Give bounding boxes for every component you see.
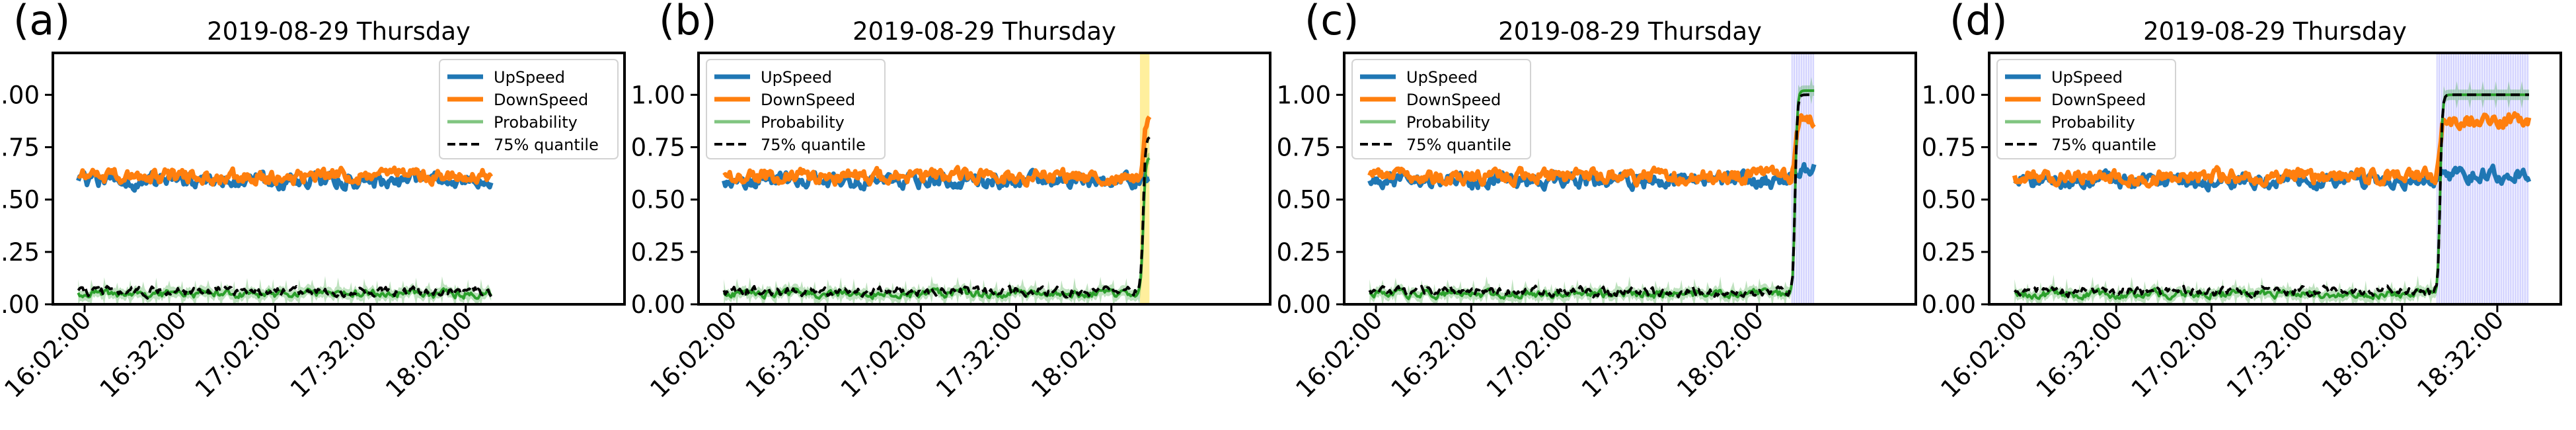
legend-entry-probability: Probability [2051, 113, 2135, 132]
series-probability [722, 157, 1151, 300]
legend: UpSpeed DownSpeed Probability 75% quantile [706, 59, 886, 159]
x-tick-label: 17:02:00 [2126, 306, 2224, 404]
x-tick-label: 16:32:00 [2031, 306, 2129, 404]
y-tick-label: 0.00 [0, 290, 40, 319]
axes-frame [52, 52, 626, 306]
x-tick-label: 18:32:00 [2411, 306, 2509, 404]
series-75-quantile [1368, 93, 1815, 299]
x-tick-label: 18:02:00 [1026, 306, 1123, 404]
legend: UpSpeed DownSpeed Probability 75% quantile [439, 59, 619, 159]
chart-title: 2019-08-29 Thursday [207, 17, 471, 46]
y-tick-label: 1.00 [0, 81, 40, 109]
legend-entry-upspeed: UpSpeed [761, 68, 832, 87]
legend-entry-upspeed: UpSpeed [494, 68, 565, 87]
legend-entry-probability: Probability [1406, 113, 1490, 132]
y-tick-label: 0.75 [1277, 134, 1331, 162]
x-tick-label: 16:02:00 [0, 306, 96, 404]
legend-entry-upspeed: UpSpeed [2051, 68, 2123, 87]
y-tick-label: 0.50 [1277, 186, 1331, 214]
x-tick-label: 16:02:00 [645, 306, 743, 404]
x-tick-label: 17:32:00 [1576, 306, 1674, 404]
y-tick-label: 0.50 [0, 186, 40, 214]
series-downspeed [1367, 113, 1816, 189]
legend-entry-75-quantile: 75% quantile [761, 136, 866, 154]
legend-entry-downspeed: DownSpeed [761, 91, 855, 109]
chart-title: 2019-08-29 Thursday [852, 17, 1116, 46]
legend-entry-downspeed: DownSpeed [494, 91, 588, 109]
x-tick-label: 16:32:00 [1386, 306, 1484, 404]
panel-label: (b) [659, 0, 717, 44]
axes-frame [697, 52, 1271, 306]
y-tick-label: 0.75 [631, 134, 685, 162]
panel-label: (c) [1305, 0, 1359, 44]
y-tick-label: 0.25 [631, 238, 685, 267]
y-tick-label: 0.25 [1922, 238, 1976, 267]
legend-entry-75-quantile: 75% quantile [1406, 136, 1511, 154]
legend: UpSpeed DownSpeed Probability 75% quantile [1996, 59, 2176, 159]
chart-title: 2019-08-29 Thursday [2143, 17, 2407, 46]
panel-label: (a) [13, 0, 70, 44]
x-tick-label: 16:02:00 [1291, 306, 1388, 404]
panel-label: (d) [1950, 0, 2008, 44]
y-tick-label: 1.00 [1277, 81, 1331, 109]
x-tick-label: 18:02:00 [2316, 306, 2414, 404]
series-probability [2014, 93, 2529, 301]
y-tick-label: 0.25 [1277, 238, 1331, 267]
legend-entry-downspeed: DownSpeed [1406, 91, 1501, 109]
panel-d: (d) 2019-08-29 Thursday 0.00 0.25 0.50 0.75 1.… [1922, 0, 2562, 404]
x-tick-label: 17:32:00 [285, 306, 383, 404]
series-75-quantile [77, 284, 492, 300]
y-tick-label: 0.75 [0, 134, 40, 162]
x-tick-label: 16:32:00 [740, 306, 838, 404]
x-tick-label: 17:02:00 [835, 306, 933, 404]
legend-entry-75-quantile: 75% quantile [494, 136, 599, 154]
axes-frame [1343, 52, 1917, 306]
x-tick-label: 17:02:00 [190, 306, 287, 404]
legend: UpSpeed DownSpeed Probability 75% quantile [1351, 59, 1531, 159]
panel-c: (c) 2019-08-29 Thursday 0.00 0.25 0.50 0.75 1.… [1277, 0, 1917, 404]
plot-area [722, 53, 1152, 304]
series-probability [1369, 89, 1815, 301]
y-tick-label: 0.00 [1277, 290, 1331, 319]
series-75-quantile [722, 136, 1151, 299]
chart-title: 2019-08-29 Thursday [1498, 17, 1762, 46]
legend-entry-upspeed: UpSpeed [1406, 68, 1478, 87]
y-tick-label: 0.50 [1922, 186, 1976, 214]
y-tick-label: 0.50 [631, 186, 685, 214]
legend-box [439, 59, 619, 159]
x-tick-label: 16:32:00 [95, 306, 192, 404]
y-tick-label: 1.00 [1922, 81, 1976, 109]
y-tick-label: 0.75 [1922, 134, 1976, 162]
legend-entry-probability: Probability [494, 113, 578, 132]
y-tick-label: 0.25 [0, 238, 40, 267]
series-downspeed [77, 165, 494, 187]
x-tick-label: 18:02:00 [380, 306, 478, 404]
legend-entry-75-quantile: 75% quantile [2051, 136, 2156, 154]
y-tick-label: 1.00 [631, 81, 685, 109]
x-tick-label: 17:32:00 [2221, 306, 2319, 404]
x-tick-label: 16:02:00 [1936, 306, 2033, 404]
panel-a: (a) 2019-08-29 Thursday 0.00 0.25 0.50 0.75 1.… [0, 0, 626, 404]
y-tick-label: 0.00 [1922, 290, 1976, 319]
x-tick-label: 17:02:00 [1481, 306, 1579, 404]
series-downspeed [722, 115, 1152, 188]
x-tick-label: 17:32:00 [930, 306, 1028, 404]
legend-box [1996, 59, 2176, 159]
x-tick-label: 18:02:00 [1671, 306, 1769, 404]
legend-box [706, 59, 886, 159]
plot-area [2012, 53, 2532, 304]
plot-area [1367, 53, 1817, 304]
legend-box [1351, 59, 1531, 159]
panel-b: (b) 2019-08-29 Thursday 0.00 0.25 0.50 0.75 1.… [631, 0, 1271, 404]
legend-entry-downspeed: DownSpeed [2051, 91, 2146, 109]
axes-frame [1988, 52, 2562, 306]
plot-area [76, 165, 494, 304]
y-tick-label: 0.00 [631, 290, 685, 319]
legend-entry-probability: Probability [761, 113, 845, 132]
